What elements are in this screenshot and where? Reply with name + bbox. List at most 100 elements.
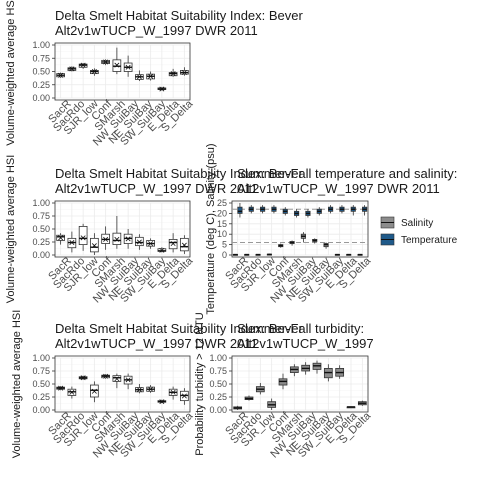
box-mean-marker <box>114 236 120 242</box>
y-tick-label: 0.00 <box>209 405 227 415</box>
box-3 <box>78 223 88 251</box>
box-1 <box>56 385 65 391</box>
temperature-box-3 <box>260 205 266 214</box>
box-2 <box>67 66 77 72</box>
box-9 <box>146 238 155 249</box>
y-tick-label: 0.75 <box>32 366 50 376</box>
box-mean-marker <box>136 239 142 245</box>
box-mean-marker <box>69 66 75 72</box>
legend-label: Temperature <box>401 235 458 246</box>
box-1 <box>56 233 65 245</box>
salinity-box-8 <box>312 238 318 244</box>
panel-1: Delta Smelt Habitat Suitability Index: B… <box>5 0 304 148</box>
salinity-box-1 <box>232 253 238 256</box>
y-tick-label: 1.00 <box>32 40 50 50</box>
box-mean-marker <box>136 74 142 80</box>
box-3 <box>78 62 88 69</box>
box-mean-marker <box>58 235 64 241</box>
box-1 <box>233 405 243 410</box>
y-tick-label: 1.00 <box>32 198 50 208</box>
panel-2: Delta Smelt Habitat Suitability Index: B… <box>5 155 304 306</box>
box-8 <box>135 384 144 394</box>
temperature-box-4 <box>271 205 277 214</box>
y-tick-label: 20 <box>217 208 227 218</box>
temperature-box-2 <box>248 205 254 214</box>
y-tick-label: 0.50 <box>32 224 50 234</box>
box-mean-marker <box>181 393 187 399</box>
box-mean-marker <box>91 243 97 249</box>
temperature-box-1 <box>237 203 243 218</box>
box-mean-marker <box>159 399 165 405</box>
box-mean-marker <box>181 242 187 248</box>
box-mean-marker <box>58 385 64 391</box>
box-mean-marker <box>170 389 176 395</box>
box-4 <box>90 68 99 76</box>
y-tick-label: 0.50 <box>209 379 227 389</box>
box-2 <box>67 231 77 253</box>
box-3 <box>255 382 265 395</box>
box-6 <box>112 373 122 389</box>
box-mean-marker <box>148 241 154 247</box>
temperature-box-11 <box>350 205 356 216</box>
salinity-box-9 <box>323 242 329 249</box>
box-12 <box>180 388 189 405</box>
box-mean-marker <box>103 373 109 379</box>
box-10 <box>157 86 167 92</box>
y-axis-label: Volume-weighted average HSI <box>5 0 17 146</box>
y-tick-label: 25 <box>217 198 227 208</box>
box-mean-marker <box>148 73 154 79</box>
chart-title: Summer-Fall turbidity: <box>237 321 364 336</box>
temperature-box-7 <box>305 209 311 218</box>
temperature-box-6 <box>294 209 300 218</box>
grid <box>232 357 368 411</box>
box-9 <box>146 71 155 81</box>
panel-border <box>231 200 369 258</box>
grid <box>55 44 190 99</box>
chart-title: Alt2v1wTUCP_W_1997 DWR 2011 <box>55 23 258 38</box>
box-iqr <box>78 225 88 245</box>
salinity-box-12 <box>357 253 363 256</box>
box-mean-marker <box>159 86 165 92</box>
box-1 <box>56 72 65 78</box>
box-6 <box>112 47 122 75</box>
grid <box>232 202 368 256</box>
box-mean-marker <box>91 69 97 74</box>
y-tick-label: 10 <box>217 229 227 239</box>
box-mean-marker <box>103 236 109 242</box>
box-mean-marker <box>125 377 131 383</box>
chart-title: Alt2v1wTUCP_W_1997 DWR 2011 <box>55 181 258 196</box>
temperature-box-9 <box>328 205 334 214</box>
box-6 <box>112 216 122 249</box>
box-10 <box>335 365 345 379</box>
box-9 <box>323 364 333 382</box>
box-9 <box>146 385 155 393</box>
box-mean-marker <box>181 70 187 76</box>
salinity-box-3 <box>255 253 261 256</box>
y-tick-label: 0.75 <box>32 211 50 221</box>
box-8 <box>135 70 144 82</box>
panel-4: Summer-Fall temperature and salinity:Alt… <box>205 143 458 314</box>
box-mean-marker <box>170 71 176 77</box>
chart-title: Delta Smelt Habitat Suitability Index: B… <box>55 321 304 336</box>
box-10 <box>157 247 167 253</box>
y-tick-label: 0.50 <box>32 379 50 389</box>
y-tick-label: 0 <box>222 250 227 260</box>
salinity-box-2 <box>244 253 250 256</box>
box-mean-marker <box>69 240 75 246</box>
y-tick-label: 0.75 <box>209 366 227 376</box>
salinity-box-7 <box>300 232 306 243</box>
chart-title: Delta Smelt Habitat Suitability Index: B… <box>55 166 304 181</box>
y-tick-label: 0.00 <box>32 250 50 260</box>
box-11 <box>346 406 356 409</box>
y-tick-label: 5 <box>222 240 227 250</box>
chart-title: Alt2v1wTUCP_W_1997 <box>237 336 374 351</box>
box-mean-marker <box>159 247 165 253</box>
box-8 <box>135 234 144 250</box>
box-2 <box>244 395 254 401</box>
box-4 <box>90 381 99 403</box>
temperature-box-5 <box>282 207 288 216</box>
box-4 <box>267 398 277 410</box>
chart-title: Summer-Fall temperature and salinity: <box>237 166 457 181</box>
box-12 <box>180 67 189 76</box>
